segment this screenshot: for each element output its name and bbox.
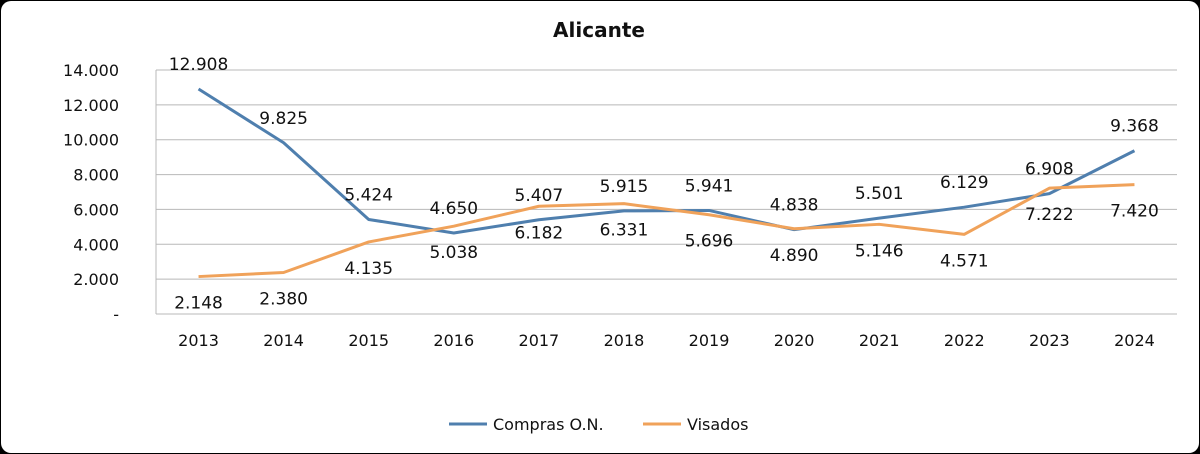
x-tick-label: 2013 <box>178 331 219 350</box>
data-label: 4.135 <box>344 259 393 279</box>
data-label: 6.331 <box>600 221 649 241</box>
data-label: 5.941 <box>685 176 734 196</box>
data-label: 5.915 <box>600 177 649 197</box>
data-label: 2.148 <box>174 294 223 314</box>
x-tick-label: 2017 <box>519 331 560 350</box>
series-line-1 <box>198 183 1135 279</box>
data-label: 5.424 <box>344 185 393 205</box>
y-tick-label: 14.000 <box>63 61 119 80</box>
chart-title: Alicante <box>553 18 645 42</box>
y-tick-label: 4.000 <box>73 235 119 254</box>
data-label: 7.420 <box>1110 202 1159 222</box>
data-label: 6.182 <box>515 223 564 243</box>
data-label: 4.890 <box>770 246 819 266</box>
x-tick-label: 2023 <box>1029 331 1070 350</box>
x-tick-label: 2014 <box>263 331 304 350</box>
x-tick-label: 2021 <box>859 331 900 350</box>
data-label: 7.222 <box>1025 205 1074 225</box>
data-label: 5.146 <box>855 241 904 261</box>
y-tick-label: - <box>113 305 119 324</box>
data-label: 4.571 <box>940 251 989 271</box>
y-tick-label: 10.000 <box>63 131 119 150</box>
data-label: 4.838 <box>770 196 819 216</box>
x-tick-label: 2016 <box>433 331 474 350</box>
data-label: 5.038 <box>429 243 478 263</box>
y-tick-label: 8.000 <box>73 166 119 185</box>
data-label: 9.368 <box>1110 117 1159 137</box>
x-tick-label: 2015 <box>348 331 389 350</box>
data-label: 5.696 <box>685 232 734 252</box>
legend-label: Visados <box>687 415 748 434</box>
x-tick-label: 2020 <box>774 331 815 350</box>
x-tick-label: 2018 <box>604 331 645 350</box>
data-label: 4.650 <box>429 199 478 219</box>
data-label: 5.407 <box>515 186 564 206</box>
legend-label: Compras O.N. <box>493 415 604 434</box>
y-tick-label: 12.000 <box>63 96 119 115</box>
data-label: 6.129 <box>940 173 989 193</box>
data-label: 12.908 <box>169 55 228 75</box>
x-tick-label: 2024 <box>1114 331 1155 350</box>
data-label: 6.908 <box>1025 160 1074 180</box>
data-label: 9.825 <box>259 109 308 129</box>
y-tick-label: 2.000 <box>73 270 119 289</box>
data-label: 5.501 <box>855 184 904 204</box>
y-tick-label: 6.000 <box>73 200 119 219</box>
series-line-0 <box>197 87 1136 235</box>
data-label: 2.380 <box>259 290 308 310</box>
x-tick-label: 2019 <box>689 331 730 350</box>
x-tick-label: 2022 <box>944 331 985 350</box>
